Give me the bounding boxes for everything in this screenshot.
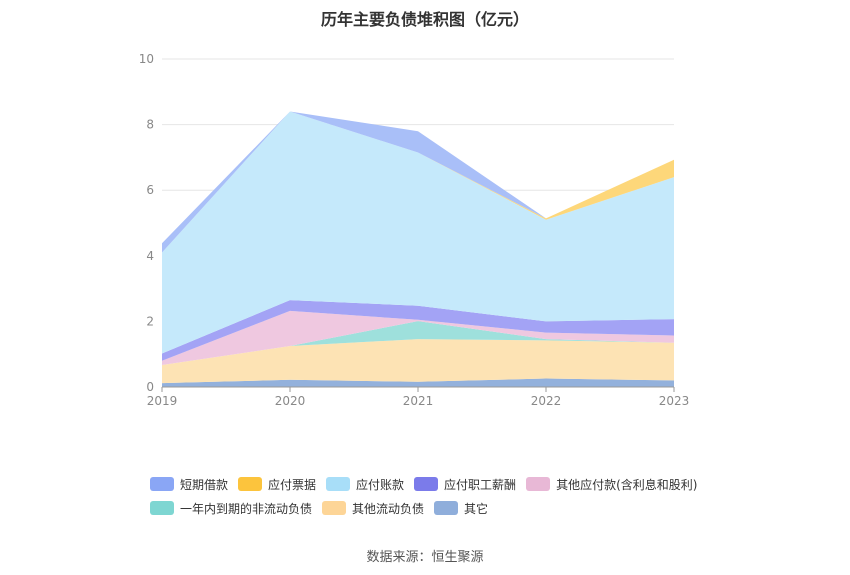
legend-swatch (322, 501, 347, 515)
area-series-2 (162, 321, 674, 365)
legend-label: 其他流动负债 (352, 501, 425, 516)
legend-label: 其它 (464, 501, 489, 516)
area-series-3 (162, 310, 674, 365)
y-tick-label: 6 (146, 183, 154, 197)
legend-item[interactable]: 其它 (434, 500, 488, 517)
y-tick-label: 10 (139, 52, 154, 66)
area-series-0 (162, 378, 674, 387)
x-tick-label: 2021 (403, 394, 434, 408)
legend-item[interactable]: 短期借款 (150, 476, 228, 493)
x-tick-label: 2019 (147, 394, 178, 408)
legend-swatch (150, 501, 174, 515)
y-axis-tick-labels: 0 2 4 6 8 10 (139, 52, 154, 394)
area-series-5 (162, 111, 674, 354)
area-series-7 (162, 111, 674, 253)
x-axis (161, 386, 675, 392)
area-series (162, 111, 674, 387)
legend-item[interactable]: 应付账款 (326, 476, 404, 493)
legend-row: 短期借款 应付票据 应付账款 应付职工薪酬 其他应付款(含利息和股利) (150, 472, 750, 496)
legend-label: 一年内到期的非流动负债 (180, 501, 313, 516)
x-tick-label: 2022 (531, 394, 562, 408)
legend-label: 短期借款 (180, 477, 229, 492)
y-tick-label: 8 (146, 118, 154, 132)
legend-item[interactable]: 其他应付款(含利息和股利) (526, 476, 697, 493)
legend-item[interactable]: 一年内到期的非流动负债 (150, 500, 312, 517)
legend-swatch (150, 477, 174, 491)
legend-item[interactable]: 应付票据 (238, 476, 316, 493)
legend-swatch (238, 477, 263, 491)
legend-swatch (326, 477, 351, 491)
x-tick-label: 2020 (275, 394, 306, 408)
legend-label: 其他应付款(含利息和股利) (556, 477, 698, 492)
y-tick-label: 0 (146, 380, 154, 394)
legend-label: 应付账款 (356, 477, 405, 492)
x-tick-label: 2023 (659, 394, 690, 408)
area-series-1 (162, 339, 674, 384)
x-axis-tick-labels: 2019 2020 2021 2022 2023 (147, 394, 690, 408)
y-tick-label: 2 (146, 314, 154, 328)
area-series-4 (162, 300, 674, 361)
legend-label: 应付票据 (268, 477, 317, 492)
source-note: 数据来源：恒生聚源 (366, 550, 484, 565)
legend-item[interactable]: 其他流动负债 (322, 500, 424, 517)
legend-row: 一年内到期的非流动负债 其他流动负债 其它 (150, 496, 750, 520)
chart-title: 历年主要负债堆积图（亿元） (320, 10, 529, 29)
legend-label: 应付职工薪酬 (444, 477, 517, 492)
stacked-area-chart: 0 2 4 6 8 10 2019 2020 2021 2022 2023 (139, 52, 690, 408)
legend-swatch (414, 477, 439, 491)
legend-swatch (526, 477, 551, 491)
y-tick-label: 4 (146, 249, 154, 263)
legend: 短期借款 应付票据 应付账款 应付职工薪酬 其他应付款(含利息和股利) 一年内到期的非流动… (150, 472, 750, 520)
legend-item[interactable]: 应付职工薪酬 (414, 476, 516, 493)
legend-swatch (434, 501, 459, 515)
